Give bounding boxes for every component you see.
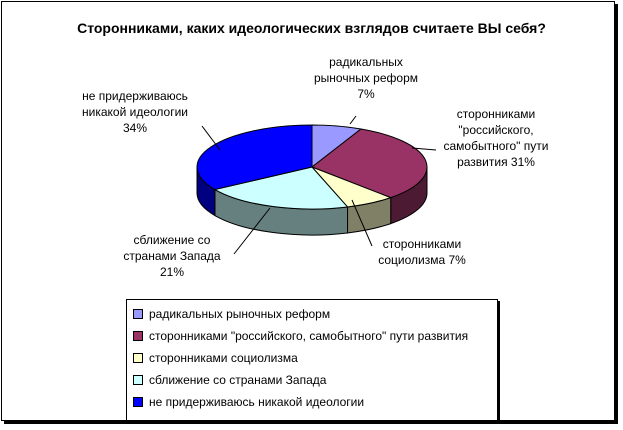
data-label-line: развития 31% bbox=[457, 155, 535, 169]
chart-title: Сторонниками, каких идеологических взгля… bbox=[77, 20, 546, 36]
legend-label: радикальных рыночных реформ bbox=[149, 307, 331, 321]
legend-label: сторонниками "российского, самобытного" … bbox=[149, 329, 469, 343]
legend-item-4: не придерживаюсь никакой идеологии bbox=[133, 394, 364, 410]
data-label-line: странами Запада bbox=[123, 249, 221, 263]
data-label-line: 7% bbox=[357, 87, 375, 101]
data-label-line: социолизма 7% bbox=[378, 253, 466, 267]
leader-line-3 bbox=[233, 207, 271, 255]
legend-label: сторонниками социолизма bbox=[149, 351, 298, 365]
legend-swatch bbox=[133, 309, 143, 319]
data-label-4: не придерживаюсь никакой идеологии 34% bbox=[60, 88, 210, 136]
legend-item-1: сторонниками "российского, самобытного" … bbox=[133, 328, 468, 344]
legend-label: сближение со странами Запада bbox=[149, 373, 327, 387]
leader-line-2 bbox=[351, 199, 373, 247]
data-label-line: 34% bbox=[122, 121, 148, 135]
data-label-line: сторонниками bbox=[456, 107, 536, 121]
legend-item-0: радикальных рыночных реформ bbox=[133, 306, 330, 322]
legend-swatch bbox=[133, 397, 143, 407]
data-label-line: никакой идеологии bbox=[82, 105, 188, 119]
legend-swatch bbox=[133, 375, 143, 385]
data-label-line: 21% bbox=[159, 265, 185, 279]
pie-slice-4 bbox=[196, 124, 313, 191]
data-label-line: не придерживаюсь bbox=[82, 89, 188, 103]
legend-item-2: сторонниками социолизма bbox=[133, 350, 298, 366]
data-label-line: "российского, bbox=[458, 123, 534, 137]
data-label-line: сближение со bbox=[133, 233, 211, 247]
data-label-3: сближение со странами Запада 21% bbox=[112, 232, 232, 280]
pie-slice-3 bbox=[213, 166, 349, 210]
leader-line-4 bbox=[201, 125, 221, 151]
pie-slice-1 bbox=[310, 128, 428, 199]
data-label-2: сторонниками социолизма 7% bbox=[372, 236, 472, 268]
data-label-line: сторонниками bbox=[382, 237, 462, 251]
data-label-line: рыночных реформ bbox=[314, 71, 418, 85]
data-label-1: сторонниками "российского, самобытного" пу… bbox=[426, 106, 566, 170]
data-label-0: радикальных рыночных реформ 7% bbox=[306, 54, 426, 102]
legend-swatch bbox=[133, 331, 143, 341]
legend-swatch bbox=[133, 353, 143, 363]
data-label-line: радикальных bbox=[329, 55, 403, 69]
legend-label: не придерживаюсь никакой идеологии bbox=[149, 395, 365, 409]
leader-line-0 bbox=[349, 115, 357, 125]
chart-legend: радикальных рыночных реформ сторонниками … bbox=[126, 299, 498, 421]
leader-line-1 bbox=[411, 147, 437, 151]
data-label-line: самобытного" пути bbox=[443, 139, 549, 153]
legend-item-3: сближение со странами Запада bbox=[133, 372, 326, 388]
